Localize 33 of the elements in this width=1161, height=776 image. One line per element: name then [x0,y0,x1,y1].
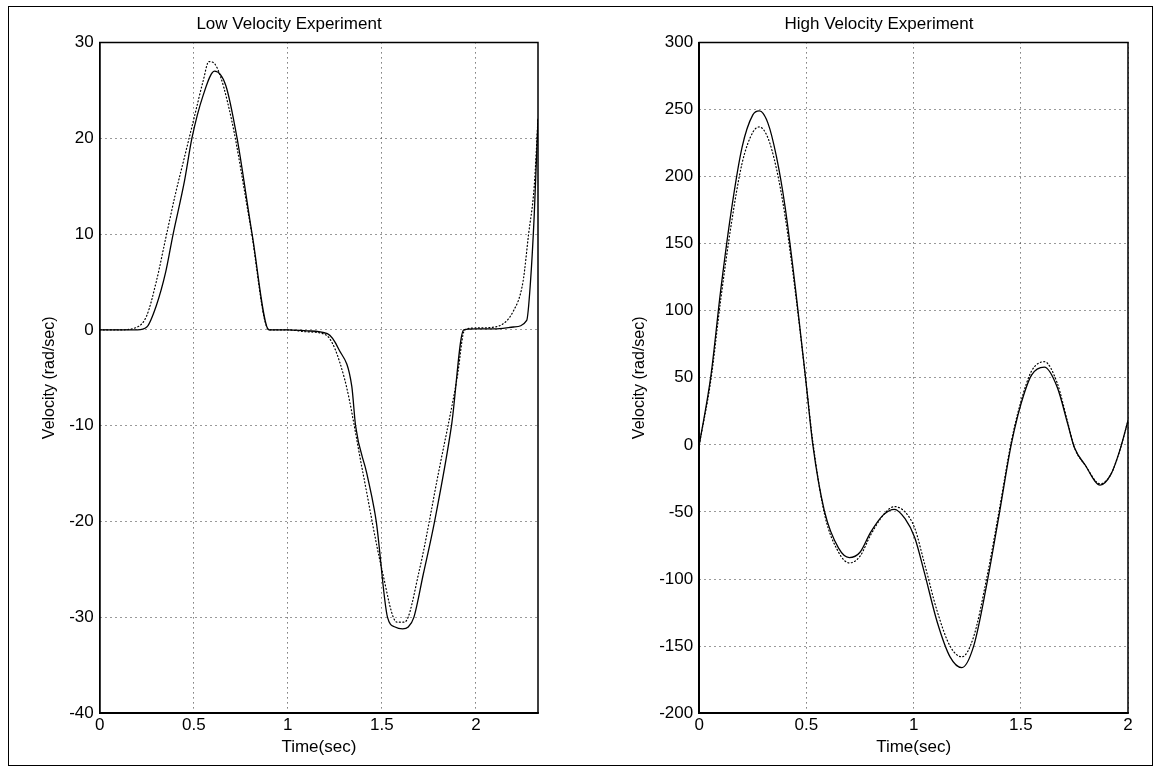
y-tick-label: -30 [69,607,94,627]
y-tick-label: -200 [659,702,694,722]
x-tick-label: 1.5 [370,715,394,735]
y-axis-title: Velocity (rad/sec) [40,316,58,440]
y-tick-label: 100 [664,300,694,320]
y-axis-title: Velocity (rad/sec) [630,316,648,440]
x-axis-title: Time(sec) [876,737,952,757]
x-tick-label: 2 [471,715,481,735]
y-tick-label: 200 [664,166,694,186]
x-tick-label: 1.5 [1008,715,1033,735]
y-tick-label: 30 [74,32,94,52]
y-tick-label: 0 [84,319,94,339]
y-tick-label: -40 [69,702,94,722]
y-tick-label: 20 [74,127,94,147]
x-tick-label: 0.5 [794,715,819,735]
y-tick-label: -150 [659,635,694,655]
chart-title: Low Velocity Experiment [196,13,382,33]
x-axis-title: Time(sec) [281,737,357,757]
x-tick-label: 0.5 [181,715,206,735]
chart-title: High Velocity Experiment [784,13,974,33]
x-tick-label: 1 [283,715,293,735]
y-tick-label: 150 [664,233,694,253]
y-tick-label: -20 [69,511,94,531]
y-tick-label: 250 [664,99,694,119]
x-tick-label: 1 [908,715,919,735]
y-tick-label: 10 [74,223,94,243]
y-tick-label: -10 [69,415,94,435]
x-tick-label: 2 [1123,715,1133,735]
y-tick-label: 0 [683,434,694,454]
y-tick-label: 50 [674,367,694,387]
y-tick-label: -100 [659,568,694,588]
y-tick-label: -50 [668,501,694,521]
y-tick-label: 300 [664,32,694,52]
